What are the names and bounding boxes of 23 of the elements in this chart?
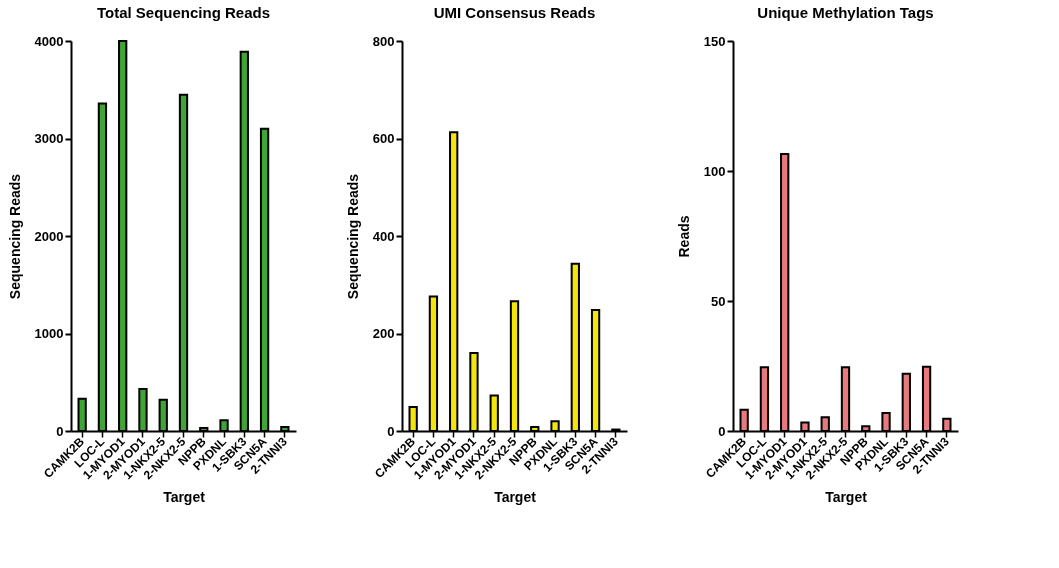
y-tick-label: 100	[703, 163, 726, 179]
y-axis-title: Sequencing Reads	[6, 173, 23, 300]
x-axis-title: Target	[494, 489, 537, 506]
chart-title: Unique Methylation Tags	[757, 4, 934, 21]
y-axis-title: Reads	[675, 215, 692, 258]
y-tick-label: 4000	[34, 33, 64, 49]
chart-title: Total Sequencing Reads	[96, 4, 271, 21]
y-tick-label: 50	[711, 293, 726, 309]
y-tick-label: 2000	[34, 228, 64, 244]
y-tick-label: 150	[703, 33, 726, 49]
x-axis-title: Target	[825, 489, 868, 506]
x-axis-title: Target	[163, 489, 206, 506]
chart-title: UMI Consensus Reads	[433, 4, 596, 21]
y-tick-label: 400	[372, 228, 395, 244]
y-tick-label: 1000	[34, 326, 64, 341]
y-tick-label: 600	[372, 131, 395, 146]
y-tick-label: 0	[387, 423, 395, 439]
y-axis-title: Sequencing Reads	[344, 173, 361, 300]
y-tick-label: 0	[56, 423, 64, 439]
y-tick-label: 800	[372, 33, 395, 49]
y-tick-label: 3000	[34, 131, 64, 146]
y-tick-label: 0	[718, 423, 726, 439]
y-tick-label: 200	[372, 326, 395, 341]
